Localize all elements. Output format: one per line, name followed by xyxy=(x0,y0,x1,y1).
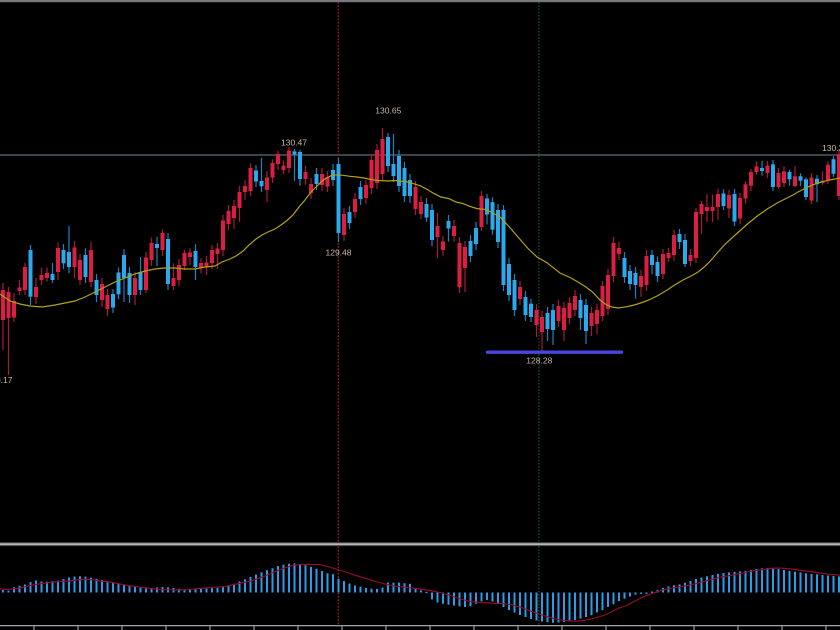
svg-text:130.47: 130.47 xyxy=(281,138,307,148)
svg-text:128.28: 128.28 xyxy=(526,356,552,366)
svg-text:129.17: 129.17 xyxy=(0,375,13,385)
svg-text:129.48: 129.48 xyxy=(326,248,352,258)
svg-text:130.38: 130.38 xyxy=(822,143,840,153)
svg-text:130.65: 130.65 xyxy=(375,105,401,115)
